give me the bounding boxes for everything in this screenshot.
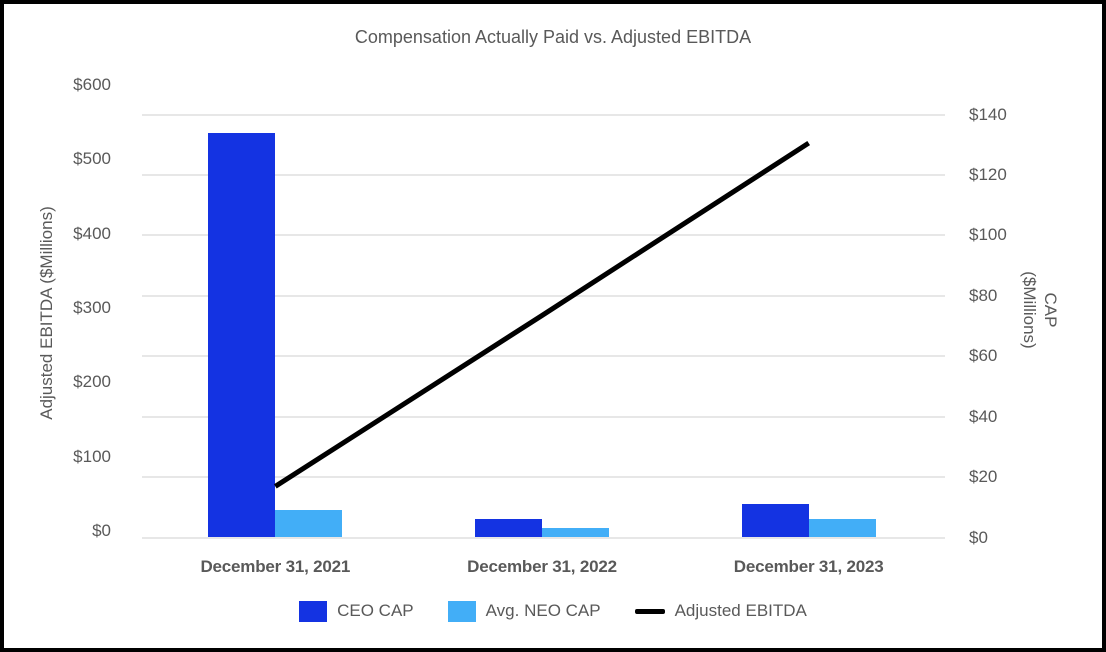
bar-avg-neo-cap: [542, 528, 609, 538]
left-tick-label: $600: [73, 75, 111, 95]
ceo-cap-swatch: [299, 600, 328, 622]
adjusted-ebitda-line: [273, 140, 811, 489]
chart-title: Compensation Actually Paid vs. Adjusted …: [354, 27, 752, 47]
legend-label-avg-neo-cap: Avg. NEO CAP: [485, 601, 601, 620]
bar-avg-neo-cap: [808, 519, 876, 538]
x-axis-label: December 31, 2022: [467, 557, 617, 576]
bar-ceo-cap: [475, 519, 542, 538]
right-tick-label: $80: [969, 285, 998, 305]
bar-avg-neo-cap: [275, 510, 343, 538]
adjusted-ebitda-line-swatch: [634, 608, 665, 614]
x-axis-label: December 31, 2021: [200, 557, 351, 576]
left-tick-label: $500: [73, 149, 111, 169]
left-tick-label: $400: [73, 223, 111, 243]
right-tick-label: $140: [969, 104, 1007, 124]
bar-ceo-cap: [741, 504, 809, 538]
right-tick-label: $60: [969, 346, 998, 366]
legend-label-ceo-cap: CEO CAP: [337, 601, 414, 620]
bar-ceo-cap: [208, 132, 276, 538]
gridline: [142, 536, 945, 539]
gridline: [142, 113, 945, 116]
left-tick-label: $100: [73, 446, 111, 466]
legend-item-avg-neo-cap: Avg. NEO CAP: [447, 600, 601, 622]
legend-label-adjusted-ebitda: Adjusted EBITDA: [674, 601, 807, 620]
x-axis-label: December 31, 2023: [733, 557, 884, 576]
left-tick-label: $0: [92, 521, 111, 540]
left-tick-label: $300: [73, 298, 111, 318]
right-tick-label: $120: [969, 164, 1007, 184]
legend-item-ceo-cap: CEO CAP: [299, 600, 414, 622]
right-tick-label: $40: [969, 406, 998, 426]
right-tick-label: $20: [969, 467, 998, 487]
legend: CEO CAP Avg. NEO CAP Adjusted EBITDA: [0, 596, 1106, 626]
left-tick-label: $200: [73, 372, 111, 392]
right-tick-label: $0: [969, 527, 988, 547]
right-tick-label: $100: [969, 225, 1007, 245]
legend-item-adjusted-ebitda: Adjusted EBITDA: [634, 601, 807, 621]
avg-neo-cap-swatch: [447, 600, 476, 622]
